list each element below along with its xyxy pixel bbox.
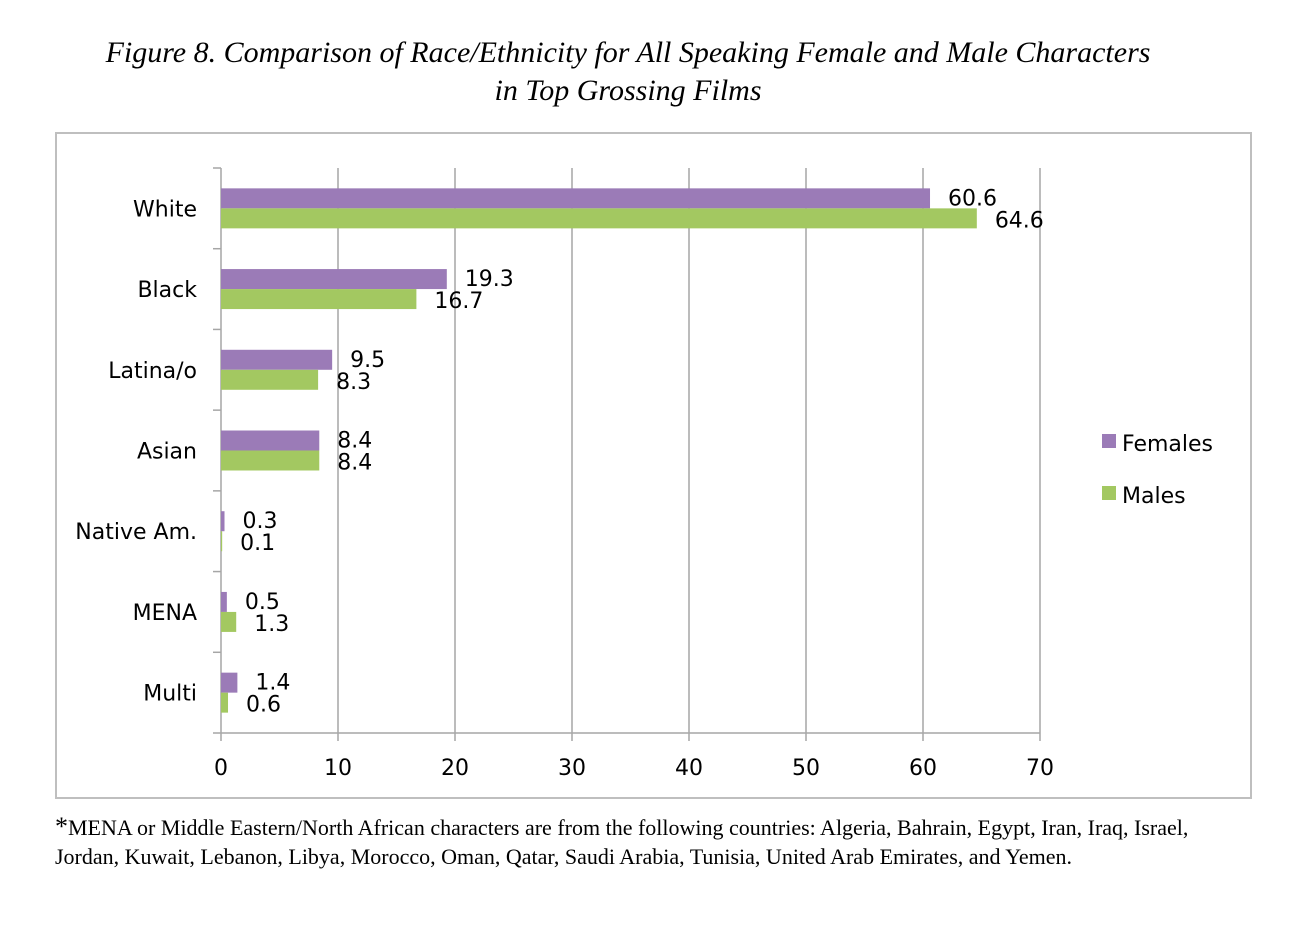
- females-data-label: 60.6: [948, 186, 997, 211]
- males-data-label: 0.6: [246, 693, 281, 718]
- x-tick-label: 20: [441, 756, 469, 781]
- males-bar: [221, 289, 417, 310]
- legend-swatch-females: [1102, 434, 1116, 448]
- females-bar: [221, 349, 333, 370]
- males-data-label: 0.1: [240, 531, 275, 556]
- females-data-label: 0.3: [243, 509, 278, 534]
- females-bar: [221, 269, 447, 290]
- males-bar: [221, 692, 229, 713]
- females-bar: [221, 511, 225, 532]
- footnote: *MENA or Middle Eastern/North African ch…: [55, 812, 1255, 871]
- category-label: Asian: [137, 440, 197, 465]
- x-tick-label: 50: [792, 756, 820, 781]
- x-tick-label: 60: [909, 756, 937, 781]
- females-data-label: 1.4: [255, 671, 290, 696]
- chart-title: Figure 8. Comparison of Race/Ethnicity f…: [0, 34, 1256, 110]
- males-bar: [221, 531, 223, 552]
- males-bar: [221, 450, 320, 471]
- males-data-label: 1.3: [254, 612, 289, 637]
- x-tick-label: 40: [675, 756, 703, 781]
- females-data-label: 19.3: [465, 267, 514, 292]
- females-data-label: 9.5: [350, 348, 385, 373]
- chart-title-line-1: Figure 8. Comparison of Race/Ethnicity f…: [105, 36, 1151, 69]
- males-bar: [221, 611, 237, 632]
- females-bar: [221, 672, 238, 693]
- females-bar: [221, 430, 320, 451]
- legend-swatch-males: [1102, 486, 1116, 500]
- males-data-label: 8.4: [337, 451, 372, 476]
- category-label: MENA: [133, 601, 197, 626]
- females-data-label: 0.5: [245, 590, 280, 615]
- males-data-label: 16.7: [434, 289, 483, 314]
- x-tick-label: 10: [324, 756, 352, 781]
- x-tick-label: 70: [1026, 756, 1054, 781]
- chart-title-line-2: in Top Grossing Films: [494, 74, 762, 107]
- footnote-asterisk: *: [55, 812, 68, 841]
- males-data-label: 8.3: [336, 370, 371, 395]
- category-label: Latina/o: [108, 359, 197, 384]
- females-data-label: 8.4: [337, 429, 372, 454]
- females-bar: [221, 188, 931, 209]
- x-tick-label: 30: [558, 756, 586, 781]
- category-label: Multi: [143, 682, 197, 707]
- males-bar: [221, 208, 977, 229]
- category-label: Native Am.: [75, 520, 197, 545]
- females-bar: [221, 591, 227, 612]
- x-tick-label: 0: [214, 756, 228, 781]
- footnote-text: MENA or Middle Eastern/North African cha…: [55, 815, 1189, 869]
- legend-label-males: Males: [1122, 484, 1186, 509]
- legend-label-females: Females: [1122, 432, 1213, 457]
- category-label: Black: [137, 278, 197, 303]
- males-bar: [221, 369, 319, 390]
- males-data-label: 64.6: [995, 208, 1044, 233]
- category-label: White: [133, 197, 197, 222]
